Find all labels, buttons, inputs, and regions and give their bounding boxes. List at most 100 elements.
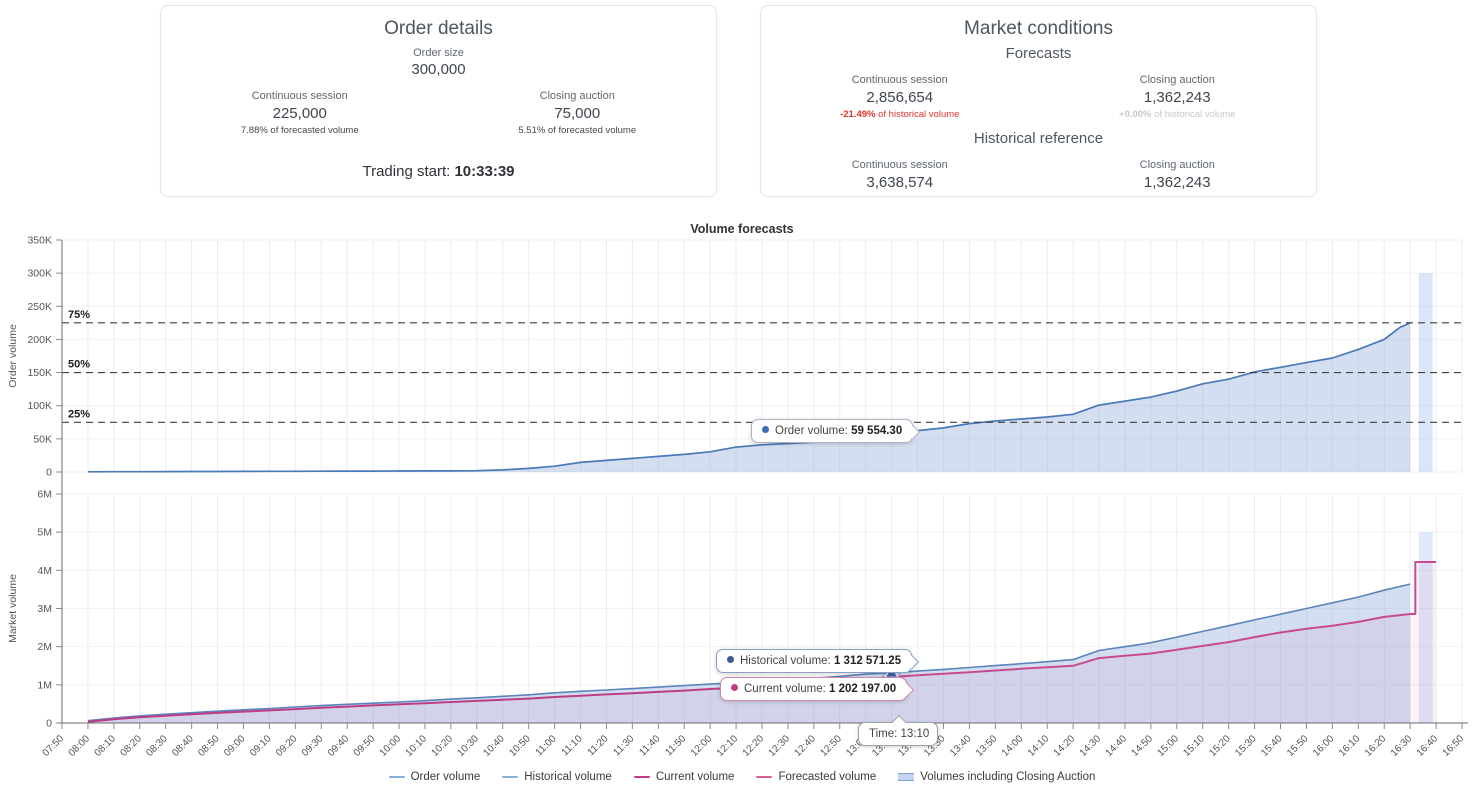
forecast-closing-note: +0.00% of historical volume [1119,109,1236,120]
legend-marker-volumes-including-closing-auction [898,773,915,781]
y-axis-title: Market volume [7,574,19,643]
series-area-historical-volume [87,584,1411,723]
closing-auction-label: Closing auction [539,90,615,102]
current-series-dot [731,684,738,691]
x-tick-label: 11:20 [586,733,611,758]
chart-title: Volume forecasts [690,222,794,236]
continuous-session-value: 225,000 [272,105,327,122]
x-tick-label: 15:00 [1155,733,1181,759]
legend-item-current-volume[interactable]: Current volume [633,771,734,783]
x-tick-label: 09:20 [274,733,300,759]
x-tick-label: 11:10 [560,733,585,758]
x-tick-label: 10:00 [378,733,404,759]
closing-auction-value: 75,000 [554,105,601,122]
legend-item-order-volume[interactable]: Order volume [388,771,480,783]
trading-start-label: Trading start: [362,163,455,180]
market-conditions-title: Market conditions [964,18,1113,39]
x-tick-label: 08:50 [196,733,222,759]
continuous-session-label: Continuous session [251,90,348,102]
legend-item-forecasted-volume[interactable]: Forecasted volume [756,771,876,783]
x-tick-label: 16:40 [1415,733,1441,759]
x-tick-label: 14:30 [1078,733,1104,759]
quartile-label: 75% [68,309,90,321]
x-tick-label: 12:50 [818,733,844,759]
y-tick-label: 200K [27,334,52,346]
y-tick-label: 50K [33,433,52,445]
x-tick-label: 08:30 [144,733,170,759]
forecast-closing-value: 1,362,243 [1143,89,1211,106]
continuous-session-note: 7.88% of forecasted volume [240,125,359,136]
x-tick-label: 12:10 [715,733,741,759]
x-tick-label: 12:20 [741,733,767,759]
hist-closing-block: Closing auction 1,362,243 [1039,159,1317,191]
historical-series-dot [727,656,734,663]
x-tick-label: 12:00 [689,733,715,759]
x-tick-label: 12:30 [767,733,793,759]
y-tick-label: 300K [27,268,52,280]
x-tick-label: 11:30 [612,733,637,758]
hist-closing-value: 1,362,243 [1143,174,1211,191]
hist-continuous-label: Continuous session [851,159,948,171]
legend-marker-historical-volume [502,775,519,779]
x-tick-label: 09:50 [352,733,378,759]
order-details-title: Order details [384,18,493,39]
closing-auction-block: Closing auction 75,000 5.51% of forecast… [439,90,717,136]
quartile-label: 25% [68,408,90,420]
closing-auction-bar [1418,532,1433,723]
y-tick-label: 2M [37,641,52,653]
forecast-continuous-value: 2,856,654 [866,89,934,106]
x-tick-label: 08:00 [67,733,93,759]
series-line-forecasted-volume [891,561,1437,679]
series-area-forecasted-volume [891,562,1437,723]
x-tick-label: 09:40 [326,733,352,759]
market-conditions-card: Market conditions Forecasts Continuous s… [760,5,1317,197]
forecasts-title: Forecasts [1005,45,1072,62]
x-tick-label: 15:50 [1285,733,1311,759]
y-axis-title: Order volume [7,324,19,388]
order-details-card: Order details Order size 300,000 Continu… [160,5,717,197]
x-tick-label: 15:40 [1259,733,1285,759]
x-tick-label: 14:00 [1000,733,1026,759]
series-line-order-volume [87,322,1411,473]
x-tick-label: 11:40 [637,733,662,758]
x-tick-label: 08:40 [170,733,196,759]
x-tick-label: 10:50 [507,733,533,759]
y-tick-label: 150K [27,367,52,379]
x-tick-label: 15:10 [1181,733,1207,759]
volume-forecasts-chart[interactable]: 25% 50% 75% 0 50K 100K 150K 200K 250K 300K 350K Ord… [0,218,1484,766]
legend-marker-forecasted-volume [756,775,773,779]
x-tick-label: 15:30 [1233,733,1259,759]
x-tick-label: 09:00 [222,733,248,759]
x-tick-label: 12:40 [792,733,818,759]
order-volume-tooltip: Order volume: 59 554.30 [751,419,914,443]
historical-reference-title: Historical reference [973,130,1104,147]
y-tick-label: 5M [37,527,52,539]
order-series-dot [762,426,769,433]
y-tick-label: 3M [37,603,52,615]
x-tick-label: 10:20 [430,733,456,759]
trading-start-value: 10:33:39 [454,163,515,180]
x-tick-label: 16:20 [1363,733,1389,759]
current-volume-tooltip: Current volume: 1 202 197.00 [720,677,908,701]
x-tick-label: 11:50 [663,733,688,758]
x-tick-label: 07:50 [41,733,67,759]
legend-item-volumes-including-closing-auction[interactable]: Volumes including Closing Auction [898,771,1095,783]
chart-legend: Order volume Historical volume Current v… [0,771,1484,783]
series-area-order-volume [87,322,1411,472]
forecast-continuous-note: -21.49% of historical volume [840,109,960,120]
legend-marker-order-volume [388,775,405,779]
x-tick-label: 09:10 [248,733,274,759]
x-tick-label: 13:40 [948,733,974,759]
x-tick-label: 14:50 [1130,733,1156,759]
y-tick-label: 100K [27,400,52,412]
legend-marker-current-volume [633,775,650,779]
y-tick-label: 250K [27,301,52,313]
x-tick-label: 14:10 [1026,733,1052,759]
trading-start: Trading start: 10:33:39 [161,163,716,180]
x-tick-label: 16:50 [1441,733,1467,759]
legend-item-historical-volume[interactable]: Historical volume [502,771,612,783]
forecast-closing-label: Closing auction [1139,74,1215,86]
series-area-current-volume [87,677,892,723]
y-tick-label: 0 [46,467,52,479]
x-tick-label: 11:00 [534,733,559,758]
